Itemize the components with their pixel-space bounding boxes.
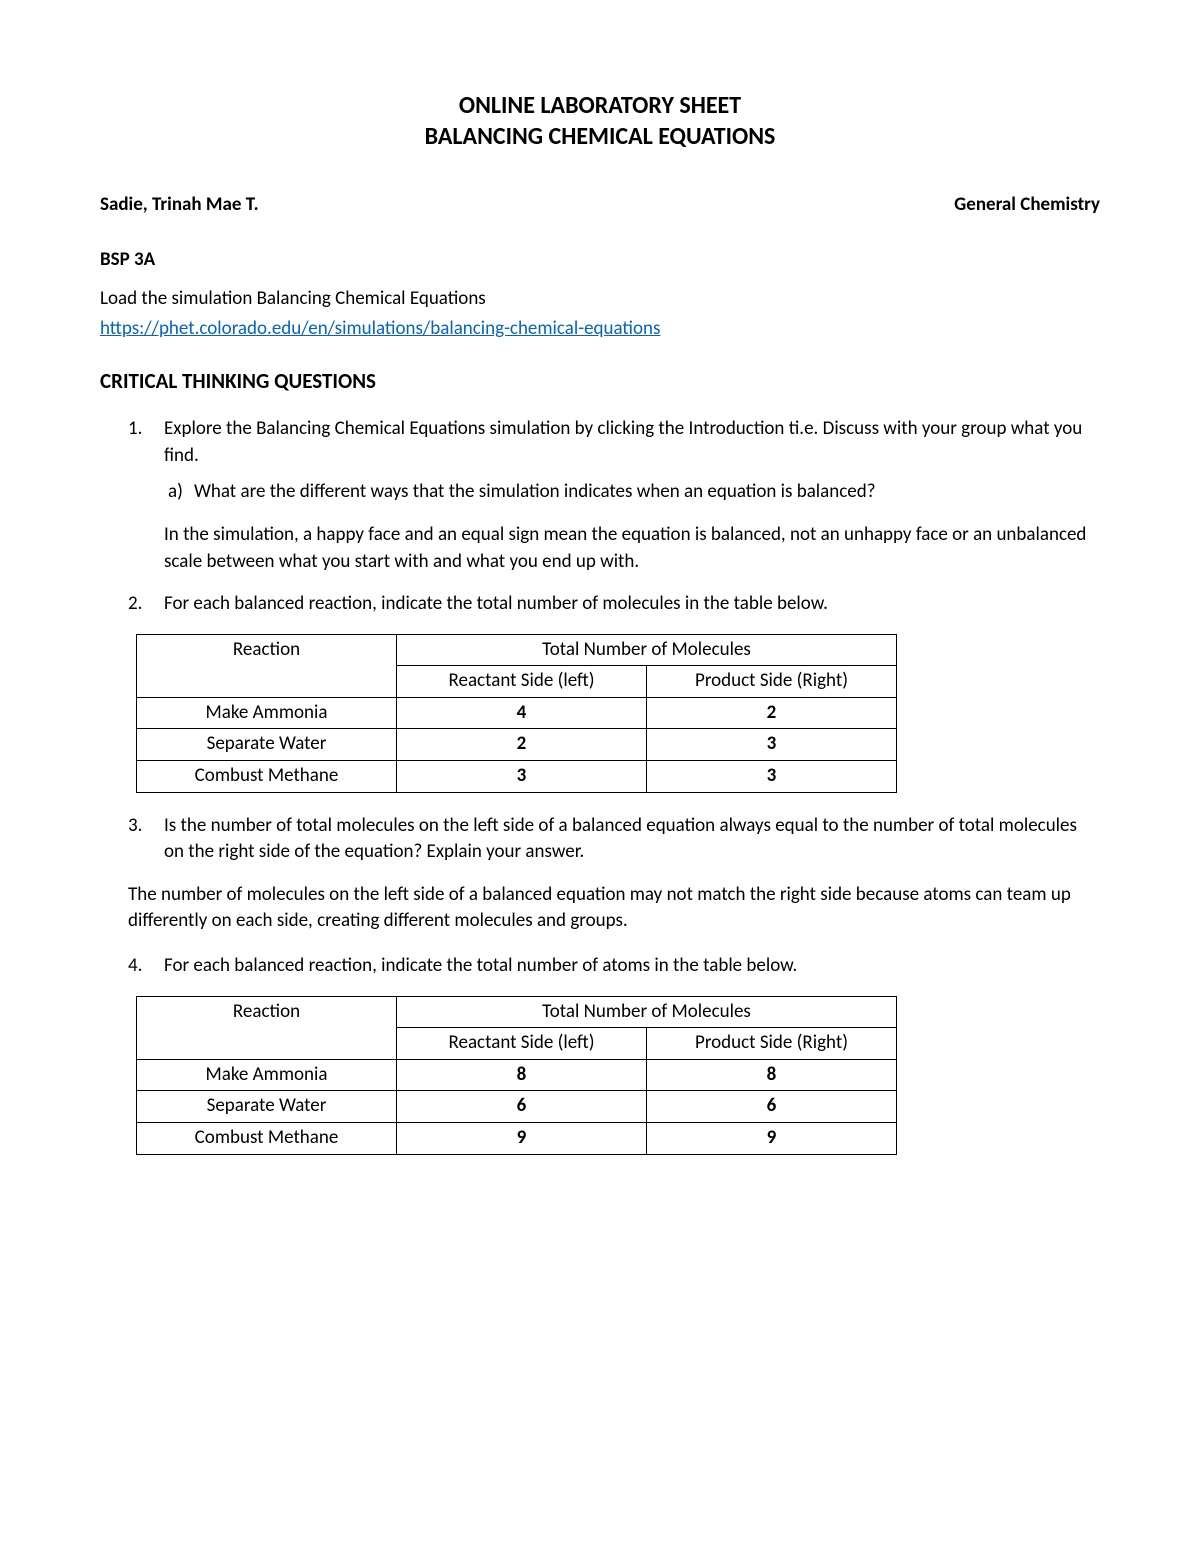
reactant-cell: 8 [397, 1059, 647, 1091]
question-4-number: 4. [128, 953, 142, 980]
table-header-reactant: Reactant Side (left) [397, 1028, 647, 1060]
question-1-text: Explore the Balancing Chemical Equations… [164, 417, 1082, 467]
question-3-answer: The number of molecules on the left side… [100, 882, 1100, 935]
reaction-cell: Separate Water [137, 1091, 397, 1123]
question-2: 2. For each balanced reaction, indicate … [164, 591, 1100, 618]
question-1-sublist: a) What are the different ways that the … [164, 479, 1100, 506]
question-4-text: For each balanced reaction, indicate the… [164, 954, 797, 977]
reactant-cell: 9 [397, 1123, 647, 1155]
table-row: Make Ammonia 8 8 [137, 1059, 897, 1091]
student-name: Sadie, Trinah Mae T. [100, 192, 259, 219]
table-row: Reaction Total Number of Molecules [137, 634, 897, 666]
product-cell: 9 [647, 1123, 897, 1155]
table-row: Separate Water 2 3 [137, 729, 897, 761]
question-list-3: 4. For each balanced reaction, indicate … [100, 953, 1100, 980]
reaction-cell: Separate Water [137, 729, 397, 761]
reactant-cell: 6 [397, 1091, 647, 1123]
reaction-cell: Make Ammonia [137, 1059, 397, 1091]
question-1a-letter: a) [168, 479, 183, 506]
reactant-cell: 4 [397, 697, 647, 729]
question-2-number: 2. [128, 591, 142, 618]
question-1-answer: In the simulation, a happy face and an e… [164, 522, 1100, 575]
table-row: Combust Methane 9 9 [137, 1123, 897, 1155]
question-1a: a) What are the different ways that the … [194, 479, 1100, 506]
title-line-1: ONLINE LABORATORY SHEET [100, 90, 1100, 121]
simulation-link[interactable]: https://phet.colorado.edu/en/simulations… [100, 317, 660, 340]
atoms-table: Reaction Total Number of Molecules React… [136, 996, 897, 1155]
product-cell: 6 [647, 1091, 897, 1123]
table-row: Separate Water 6 6 [137, 1091, 897, 1123]
reaction-cell: Combust Methane [137, 761, 397, 793]
reaction-cell: Combust Methane [137, 1123, 397, 1155]
section-heading: CRITICAL THINKING QUESTIONS [100, 367, 1100, 396]
table-header-reactant: Reactant Side (left) [397, 666, 647, 698]
question-3: 3. Is the number of total molecules on t… [164, 813, 1100, 866]
table-header-product: Product Side (Right) [647, 1028, 897, 1060]
question-1-number: 1. [128, 416, 142, 443]
question-list: 1. Explore the Balancing Chemical Equati… [100, 416, 1100, 618]
question-4: 4. For each balanced reaction, indicate … [164, 953, 1100, 980]
question-1: 1. Explore the Balancing Chemical Equati… [164, 416, 1100, 575]
table-header-reaction: Reaction [137, 996, 397, 1059]
question-1a-text: What are the different ways that the sim… [194, 480, 876, 503]
reactant-cell: 3 [397, 761, 647, 793]
course-name: General Chemistry [954, 192, 1100, 219]
title-line-2: BALANCING CHEMICAL EQUATIONS [100, 121, 1100, 152]
question-2-text: For each balanced reaction, indicate the… [164, 592, 828, 615]
table-row: Reaction Total Number of Molecules [137, 996, 897, 1028]
question-3-text: Is the number of total molecules on the … [164, 814, 1077, 864]
header-row: Sadie, Trinah Mae T. General Chemistry [100, 192, 1100, 219]
table-header-total: Total Number of Molecules [397, 996, 897, 1028]
product-cell: 3 [647, 761, 897, 793]
instruction-text: Load the simulation Balancing Chemical E… [100, 286, 1100, 313]
table-header-total: Total Number of Molecules [397, 634, 897, 666]
table-row: Make Ammonia 4 2 [137, 697, 897, 729]
question-list-2: 3. Is the number of total molecules on t… [100, 813, 1100, 866]
reaction-cell: Make Ammonia [137, 697, 397, 729]
table-row: Combust Methane 3 3 [137, 761, 897, 793]
product-cell: 8 [647, 1059, 897, 1091]
table-header-product: Product Side (Right) [647, 666, 897, 698]
molecules-table: Reaction Total Number of Molecules React… [136, 634, 897, 793]
title-block: ONLINE LABORATORY SHEET BALANCING CHEMIC… [100, 90, 1100, 152]
reactant-cell: 2 [397, 729, 647, 761]
instruction-link-wrapper: https://phet.colorado.edu/en/simulations… [100, 316, 1100, 343]
table-header-reaction: Reaction [137, 634, 397, 697]
product-cell: 3 [647, 729, 897, 761]
section-code: BSP 3A [100, 247, 1100, 274]
product-cell: 2 [647, 697, 897, 729]
question-3-number: 3. [128, 813, 142, 840]
